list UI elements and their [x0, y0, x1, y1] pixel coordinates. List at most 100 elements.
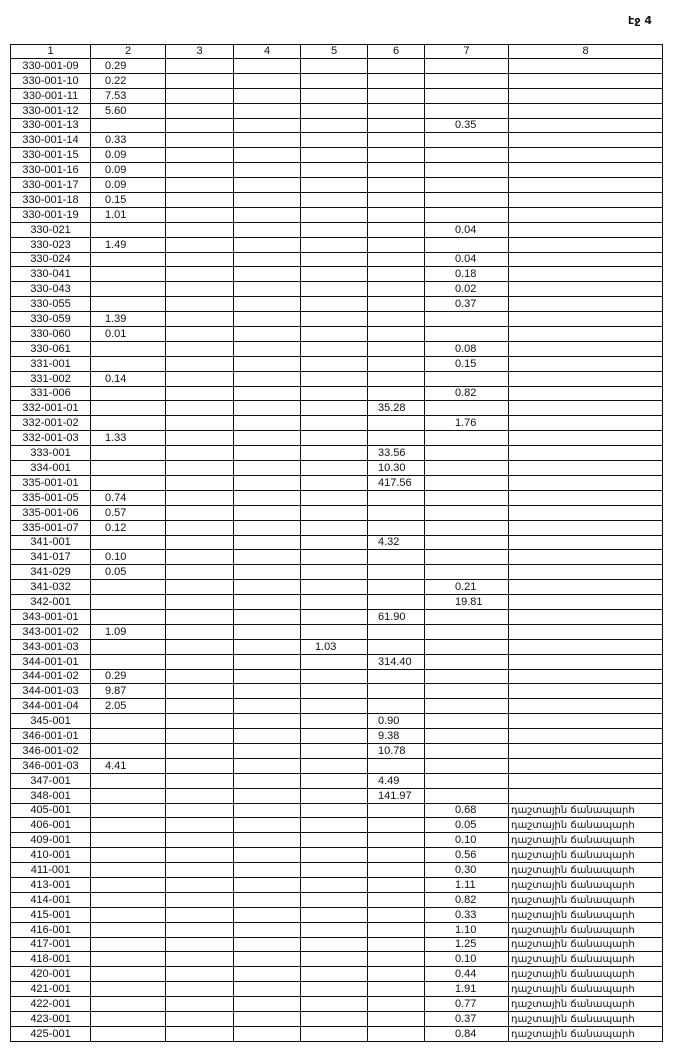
value-cell-col3	[165, 996, 234, 1012]
parcel-code-cell: 411-001	[10, 862, 91, 878]
note-cell: դաշտային ճանապարհ	[508, 817, 663, 834]
value-cell-col2: 0.10	[90, 549, 166, 566]
value-cell-col3	[165, 430, 234, 447]
value-cell-col5	[300, 891, 368, 908]
value-cell-col4	[233, 668, 301, 685]
value-cell-col2: 0.12	[90, 519, 166, 536]
value-cell-col6	[367, 221, 425, 238]
value-cell-col4	[233, 579, 301, 596]
parcel-code-cell: 422-001	[10, 996, 91, 1012]
note-cell	[508, 608, 663, 625]
value-cell-col2	[90, 221, 166, 238]
value-cell-col2	[90, 1025, 166, 1042]
value-cell-col7	[424, 519, 509, 536]
value-cell-col6	[367, 147, 425, 164]
note-cell	[508, 504, 663, 521]
parcel-code-cell: 330-001-12	[10, 102, 91, 119]
note-cell: դաշտային ճանապարհ	[508, 876, 663, 893]
value-cell-col7: 0.77	[424, 996, 509, 1012]
value-cell-col3	[165, 594, 234, 610]
value-cell-col4	[233, 72, 301, 89]
table-row: 330-001-11 7.53	[10, 87, 663, 104]
value-cell-col5	[300, 370, 368, 387]
parcel-code-cell: 420-001	[10, 966, 91, 983]
value-cell-col5	[300, 251, 368, 268]
parcel-code-cell: 330-001-09	[10, 58, 91, 74]
value-cell-col2	[90, 832, 166, 849]
value-cell-col3	[165, 504, 234, 521]
value-cell-col5	[300, 564, 368, 581]
value-cell-col7	[424, 713, 509, 730]
parcel-code-cell: 330-001-16	[10, 162, 91, 179]
value-cell-col3	[165, 251, 234, 268]
value-cell-col2: 9.87	[90, 683, 166, 700]
value-cell-col7	[424, 698, 509, 715]
parcel-code-cell: 418-001	[10, 951, 91, 968]
value-cell-col2	[90, 891, 166, 908]
value-cell-col6	[367, 1025, 425, 1042]
value-cell-col5	[300, 683, 368, 700]
note-cell	[508, 534, 663, 551]
value-cell-col7	[424, 162, 509, 179]
value-cell-col2	[90, 906, 166, 923]
value-cell-col4	[233, 936, 301, 953]
value-cell-col3	[165, 668, 234, 685]
value-cell-col7	[424, 757, 509, 774]
value-cell-col3	[165, 951, 234, 968]
value-cell-col4	[233, 966, 301, 983]
table-row: 330-001-13 0.35	[10, 117, 663, 134]
note-cell	[508, 698, 663, 715]
table-row: 346-001-01 9.38	[10, 728, 663, 744]
value-cell-col5	[300, 206, 368, 223]
value-cell-col5	[300, 430, 368, 447]
value-cell-col7	[424, 102, 509, 119]
table-row: 330-021 0.04	[10, 221, 663, 238]
value-cell-col7: 0.15	[424, 355, 509, 372]
table-row: 416-001 1.10 դաշտային ճանապարհ	[10, 921, 663, 938]
value-cell-col5	[300, 460, 368, 476]
value-cell-col7: 0.44	[424, 966, 509, 983]
table-row: 331-002 0.14	[10, 370, 663, 387]
note-cell	[508, 772, 663, 789]
note-cell	[508, 266, 663, 283]
value-cell-col2	[90, 981, 166, 998]
note-cell	[508, 713, 663, 730]
value-cell-col4	[233, 132, 301, 149]
value-cell-col5	[300, 132, 368, 149]
note-cell	[508, 683, 663, 700]
note-cell	[508, 117, 663, 134]
value-cell-col5	[300, 1011, 368, 1027]
value-cell-col5	[300, 415, 368, 432]
value-cell-col5	[300, 698, 368, 715]
value-cell-col5	[300, 802, 368, 819]
table-row: 330-023 1.49	[10, 236, 663, 253]
value-cell-col2: 0.09	[90, 162, 166, 179]
parcel-code-cell: 342-001	[10, 594, 91, 610]
note-cell	[508, 132, 663, 149]
value-cell-col5	[300, 862, 368, 878]
table-row: 330-001-12 5.60	[10, 102, 663, 119]
value-cell-col6	[367, 326, 425, 342]
value-cell-col2	[90, 713, 166, 730]
value-cell-col7	[424, 206, 509, 223]
value-cell-col4	[233, 385, 301, 402]
parcel-code-cell: 343-001-01	[10, 608, 91, 625]
table-row: 330-001-15 0.09	[10, 147, 663, 164]
value-cell-col2: 0.22	[90, 72, 166, 89]
value-cell-col3	[165, 460, 234, 476]
value-cell-col3	[165, 549, 234, 566]
table-row: 330-001-16 0.09	[10, 162, 663, 179]
parcel-code-cell: 331-002	[10, 370, 91, 387]
value-cell-col6	[367, 489, 425, 506]
value-cell-col2	[90, 847, 166, 864]
parcel-code-cell: 335-001-06	[10, 504, 91, 521]
value-cell-col3	[165, 653, 234, 670]
value-cell-col4	[233, 206, 301, 223]
value-cell-col3	[165, 311, 234, 328]
value-cell-col2	[90, 772, 166, 789]
value-cell-col4	[233, 162, 301, 179]
table-row: 422-001 0.77 դաշտային ճանապարհ	[10, 996, 663, 1012]
table-row: 346-001-03 4.41	[10, 757, 663, 774]
value-cell-col5	[300, 221, 368, 238]
value-cell-col4	[233, 102, 301, 119]
